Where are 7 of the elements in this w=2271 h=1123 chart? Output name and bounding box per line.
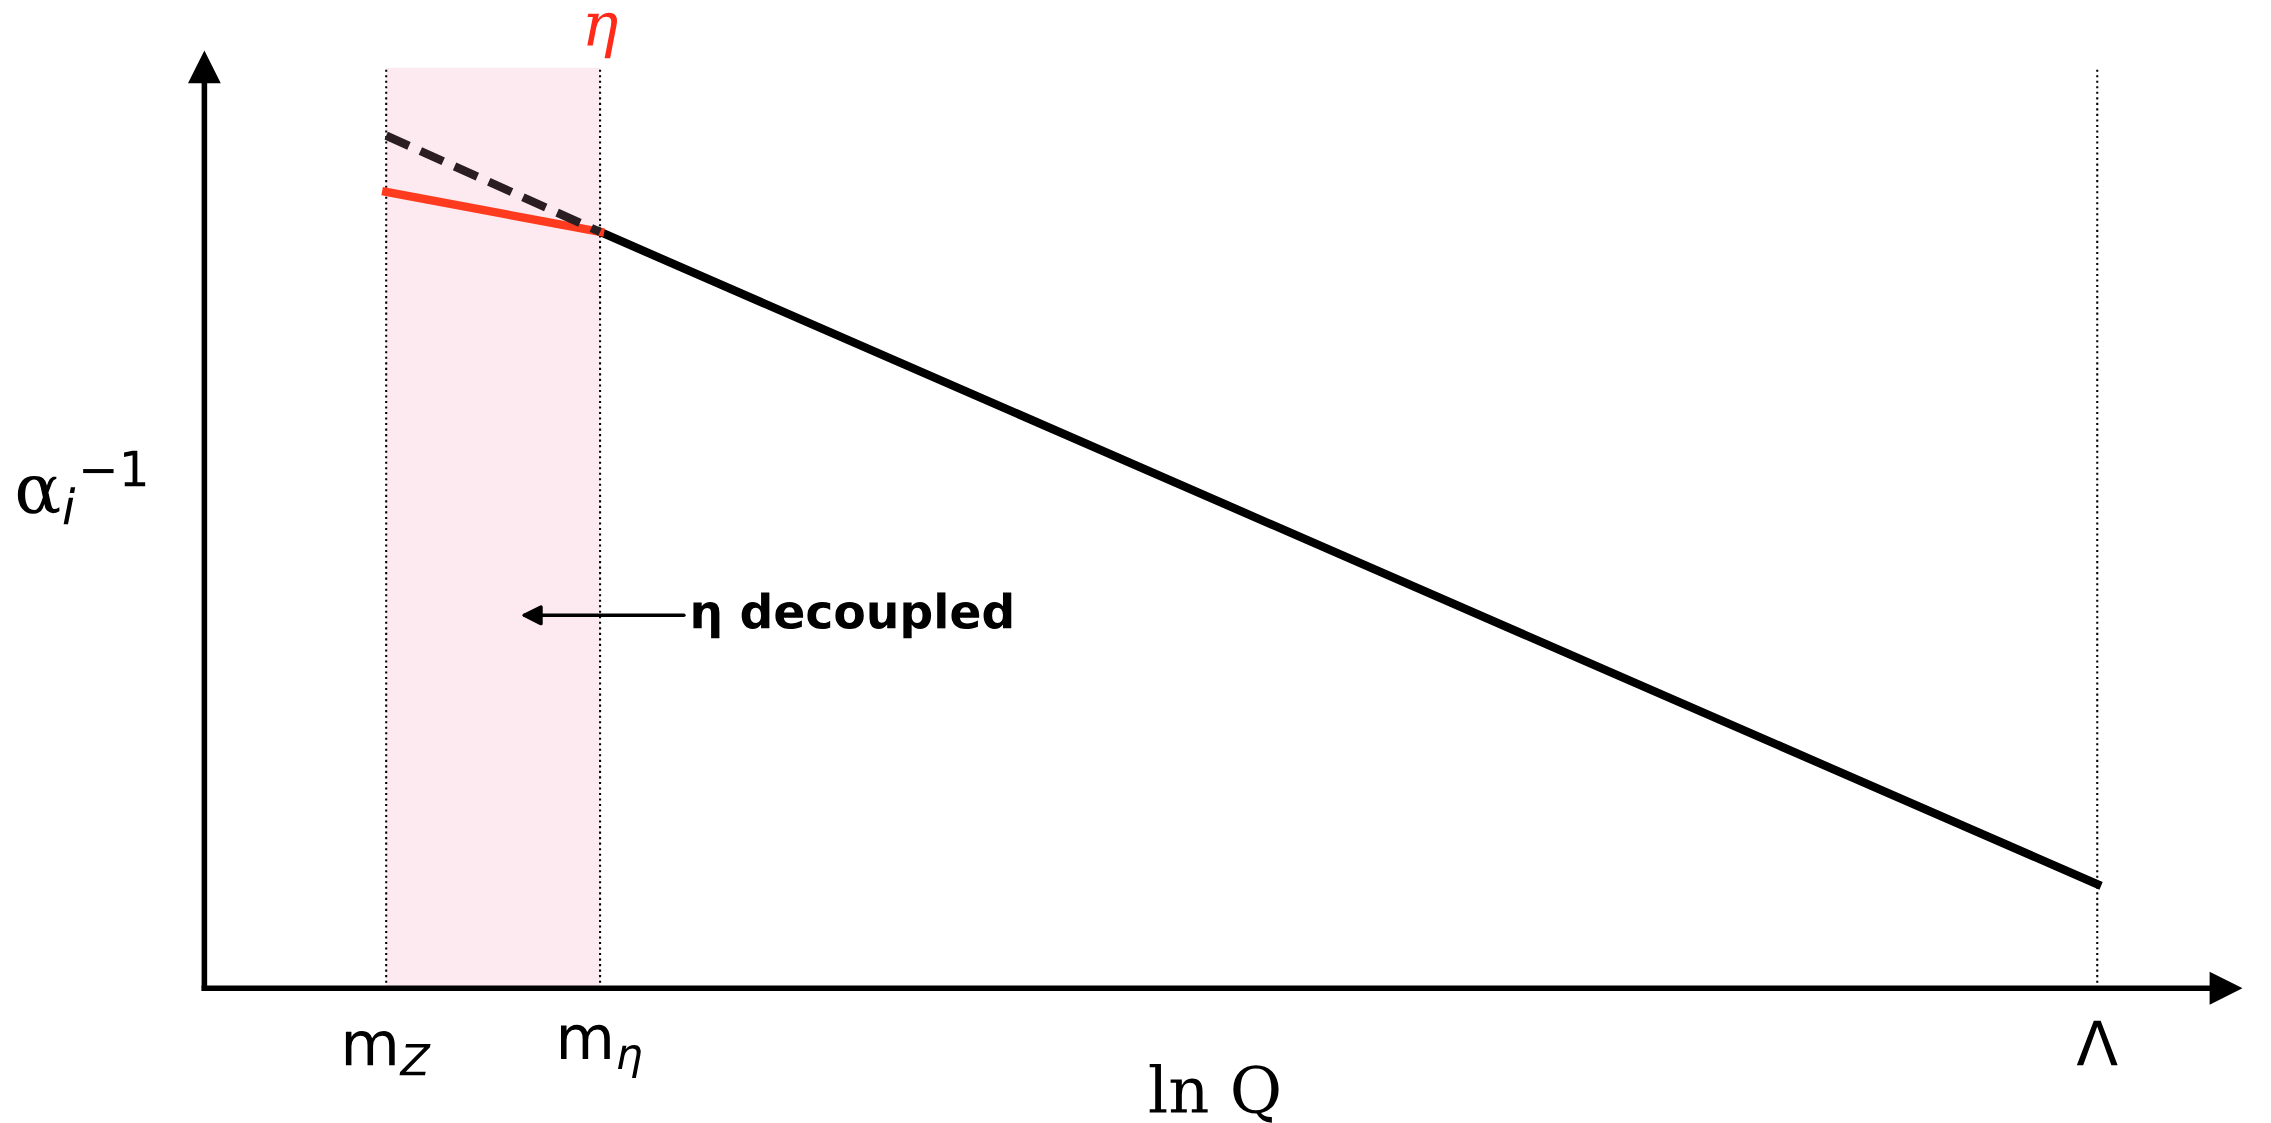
band-label: η <box>587 12 618 59</box>
y-axis-title: α$_{i}$$^{−1}$ <box>17 450 146 525</box>
x-tick-label: Λ <box>2076 1020 2118 1066</box>
annotation: η decoupled <box>693 592 1012 639</box>
x-tick-label: m$_{η}$ <box>561 1024 641 1078</box>
x-axis-title: ln Q <box>1149 1064 1279 1123</box>
x-tick-label: m$_{Z}$ <box>345 1031 431 1076</box>
